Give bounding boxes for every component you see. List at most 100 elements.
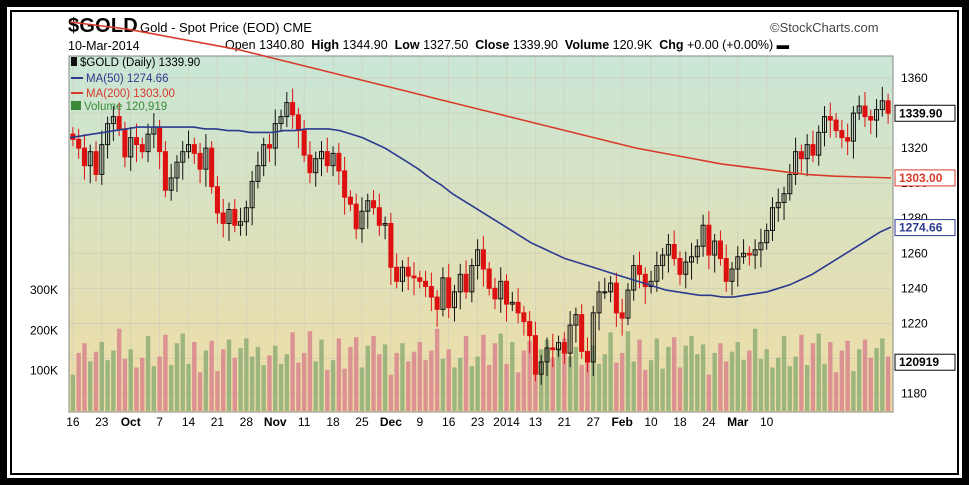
candle-body: [567, 324, 573, 354]
volume-bar: [735, 342, 740, 411]
legend: $GOLD (Daily) 1339.90 MA(50) 1274.66 MA(…: [71, 57, 200, 113]
volume-bar: [764, 349, 769, 411]
chg-value: +0.00 (+0.00%): [687, 38, 774, 52]
candle-body: [365, 200, 371, 212]
candle-body: [81, 147, 87, 167]
volume-bar: [429, 350, 434, 411]
date-tick-label: Oct: [121, 415, 141, 429]
volume-bar: [695, 354, 700, 411]
candle-body: [758, 242, 764, 251]
volume-bar: [406, 361, 411, 411]
volume-bar: [440, 358, 446, 411]
candle-body: [226, 208, 232, 224]
low-value: 1327.50: [423, 38, 469, 52]
candle-body: [781, 193, 787, 203]
last-ma200-tag: 1303.00: [899, 171, 943, 185]
volume-bar: [267, 355, 272, 411]
candle-body: [723, 258, 729, 282]
candle-body: [671, 244, 677, 260]
volume-bar: [151, 366, 157, 411]
legend-price: $GOLD (Daily) 1339.90: [80, 57, 200, 69]
candle-body: [301, 130, 307, 156]
candle-body: [197, 152, 203, 170]
candle-body: [394, 266, 400, 282]
volume-bar: [313, 361, 318, 411]
volume-bar: [221, 349, 226, 411]
volume-bar: [290, 332, 295, 411]
date-tick-label: 25: [355, 415, 369, 429]
date-tick-label: Dec: [380, 415, 402, 429]
volume-bar: [353, 337, 359, 411]
volume-bar: [631, 361, 636, 411]
volume-bar: [793, 356, 798, 411]
volume-bar: [868, 357, 873, 411]
volume-bar: [752, 328, 758, 411]
candle-body: [821, 116, 828, 133]
volume-bar: [885, 356, 891, 411]
candle-body: [544, 347, 550, 363]
candle-body: [839, 130, 845, 139]
date-tick-label: Nov: [264, 415, 287, 429]
candle-body: [157, 126, 163, 153]
candle-body: [480, 249, 486, 270]
volume-bar: [781, 335, 787, 411]
date-tick-label: 16: [66, 415, 80, 429]
dash-icon: ▬: [776, 38, 790, 52]
candle-body: [521, 312, 527, 323]
candle-body: [284, 102, 290, 118]
candle-body: [162, 151, 168, 191]
legend-volume: Volume 120,919: [84, 101, 167, 113]
volume-bar: [371, 335, 376, 411]
volume-bar: [400, 343, 405, 411]
volume-bar: [434, 328, 440, 411]
volume-bar: [504, 363, 509, 411]
volume-bar: [382, 344, 388, 411]
volume-bar: [643, 369, 648, 411]
volume-bar: [654, 338, 660, 411]
price-tick-label: 1240: [901, 281, 928, 295]
last-value-tags: 1339.90 1303.00 1274.66 120919: [894, 104, 956, 371]
date-tick-label: 21: [558, 415, 572, 429]
date-axis: 16 23 Oct 7 14 21 28 Nov 11 18 25 Dec 9 16 23 2014 13 21 2…: [66, 415, 773, 429]
candle-body: [775, 201, 781, 209]
candle-body: [469, 265, 475, 293]
volume-bar: [533, 371, 538, 411]
volume-bar: [718, 343, 723, 411]
open-value: 1340.80: [259, 38, 305, 52]
volume-bar: [671, 337, 677, 411]
candle-body: [787, 173, 793, 195]
volume-bar: [209, 340, 214, 411]
candle-body: [515, 301, 521, 314]
date-tick-label: 10: [760, 415, 774, 429]
candle-body: [700, 224, 706, 247]
volume-bar: [591, 345, 596, 411]
candle-body: [590, 312, 596, 363]
candle-body: [110, 116, 116, 125]
candle-body: [278, 116, 284, 125]
candle-body: [457, 273, 463, 293]
candle-body: [209, 147, 215, 188]
volume-bar: [689, 335, 694, 411]
candle-body: [850, 112, 856, 142]
date-tick-label: 16: [442, 415, 456, 429]
volume-bar: [666, 346, 671, 411]
candle-body: [793, 151, 799, 175]
volume-bar: [700, 344, 706, 411]
candle-body: [174, 161, 180, 179]
volume-bar: [301, 352, 307, 411]
volume-bar: [70, 374, 76, 411]
price-tick-label: 1220: [901, 316, 928, 330]
candle-body: [307, 154, 313, 174]
candle-body: [654, 265, 660, 282]
volume-bar: [874, 348, 879, 411]
candle-body: [827, 116, 833, 121]
candle-body: [255, 165, 261, 182]
volume-bar: [706, 374, 712, 411]
volume-bar: [458, 357, 463, 411]
ohlc-summary: Open 1340.80 High 1344.90 Low 1327.50 Cl…: [225, 38, 789, 52]
volume-bar: [296, 362, 301, 411]
candle-body: [128, 137, 134, 158]
candle-body: [405, 266, 411, 277]
candle-body: [683, 261, 689, 275]
candle-body: [324, 151, 330, 167]
